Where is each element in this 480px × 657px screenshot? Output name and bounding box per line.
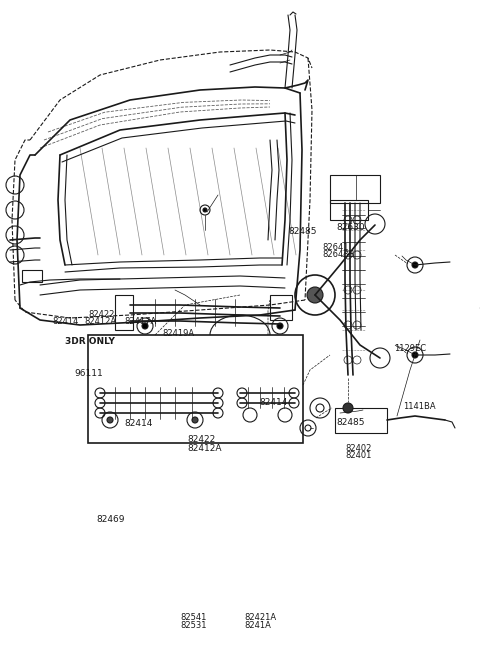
Bar [22, 270, 42, 282]
Text: 82402: 82402 [346, 443, 372, 453]
Bar [330, 175, 380, 203]
Text: 82414: 82414 [125, 419, 153, 428]
Bar [330, 200, 368, 220]
Text: 82401: 82401 [346, 451, 372, 461]
Text: 82412A: 82412A [84, 317, 116, 327]
Text: 82412A: 82412A [187, 443, 222, 453]
Text: 1141BA: 1141BA [403, 401, 436, 411]
Circle shape [277, 323, 283, 329]
Circle shape [142, 323, 148, 329]
Circle shape [343, 403, 353, 413]
Bar [270, 295, 292, 320]
Text: 82469: 82469 [96, 514, 124, 524]
Text: 82414: 82414 [53, 317, 79, 327]
Text: 3DR ONLY: 3DR ONLY [65, 337, 115, 346]
Text: 82421A: 82421A [245, 613, 277, 622]
Text: 82485: 82485 [288, 227, 316, 236]
Circle shape [192, 417, 198, 423]
Bar [88, 335, 303, 443]
Bar [115, 295, 133, 330]
Text: 82485: 82485 [336, 418, 364, 427]
Text: 82419A: 82419A [162, 329, 194, 338]
Text: 82630: 82630 [336, 223, 365, 233]
Text: 82422: 82422 [89, 310, 115, 319]
Text: 96111: 96111 [74, 369, 103, 378]
Text: 82643B: 82643B [323, 250, 355, 260]
Text: 82422: 82422 [187, 435, 216, 444]
Circle shape [307, 287, 323, 303]
Text: 82541: 82541 [180, 613, 206, 622]
Text: 82414: 82414 [259, 398, 288, 407]
Circle shape [107, 417, 113, 423]
Bar [335, 408, 387, 433]
Circle shape [203, 208, 207, 212]
Text: 82531: 82531 [180, 621, 206, 630]
Text: 82641: 82641 [323, 242, 349, 252]
Text: 82417A: 82417A [125, 317, 157, 327]
Circle shape [412, 262, 418, 268]
Text: 1129EC: 1129EC [394, 344, 426, 353]
Circle shape [412, 352, 418, 358]
Text: 8241A: 8241A [245, 621, 272, 630]
